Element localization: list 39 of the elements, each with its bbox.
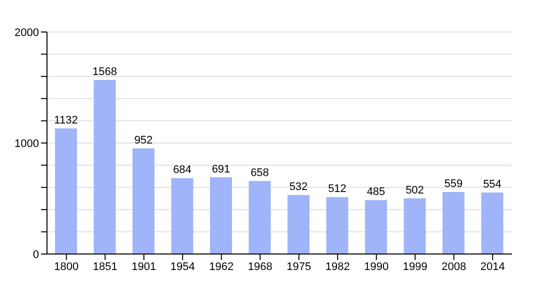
bar [365,200,387,254]
data-label: 532 [289,180,308,193]
x-tick-label: 1968 [248,260,272,273]
y-tick-label: 0 [32,248,39,261]
x-tick-label: 2014 [480,260,505,273]
x-tick-label: 2008 [442,260,466,273]
bar [171,178,194,254]
x-tick-label: 1851 [92,260,118,273]
x-tick-label: 1999 [402,260,428,273]
data-label: 512 [328,183,346,196]
data-label: 1132 [54,114,78,126]
data-label: 502 [406,184,424,196]
data-label: 658 [250,166,269,179]
bar [442,192,464,254]
x-tick-label: 1990 [364,260,389,273]
bar [210,177,232,254]
data-label: 952 [134,134,153,146]
bar [55,128,77,254]
bar [132,148,154,254]
y-tick-label: 1000 [14,138,39,150]
y-tick-label: 2000 [14,26,39,39]
data-label: 559 [444,178,463,190]
x-tick-label: 1901 [132,260,156,273]
bar [404,198,426,254]
data-label: 554 [483,178,502,191]
data-label: 684 [173,164,192,176]
data-label: 1568 [92,66,117,78]
bar [481,192,504,254]
x-tick-label: 1962 [209,260,234,273]
x-tick-label: 1975 [286,260,312,273]
x-tick-label: 1800 [54,260,79,273]
data-label: 691 [212,163,230,176]
bar [248,180,271,254]
x-tick-label: 1954 [170,260,195,273]
bar [94,80,116,254]
data-label: 485 [366,186,386,198]
bar [326,197,348,254]
bar [288,194,310,254]
x-tick-label: 1982 [325,260,350,273]
